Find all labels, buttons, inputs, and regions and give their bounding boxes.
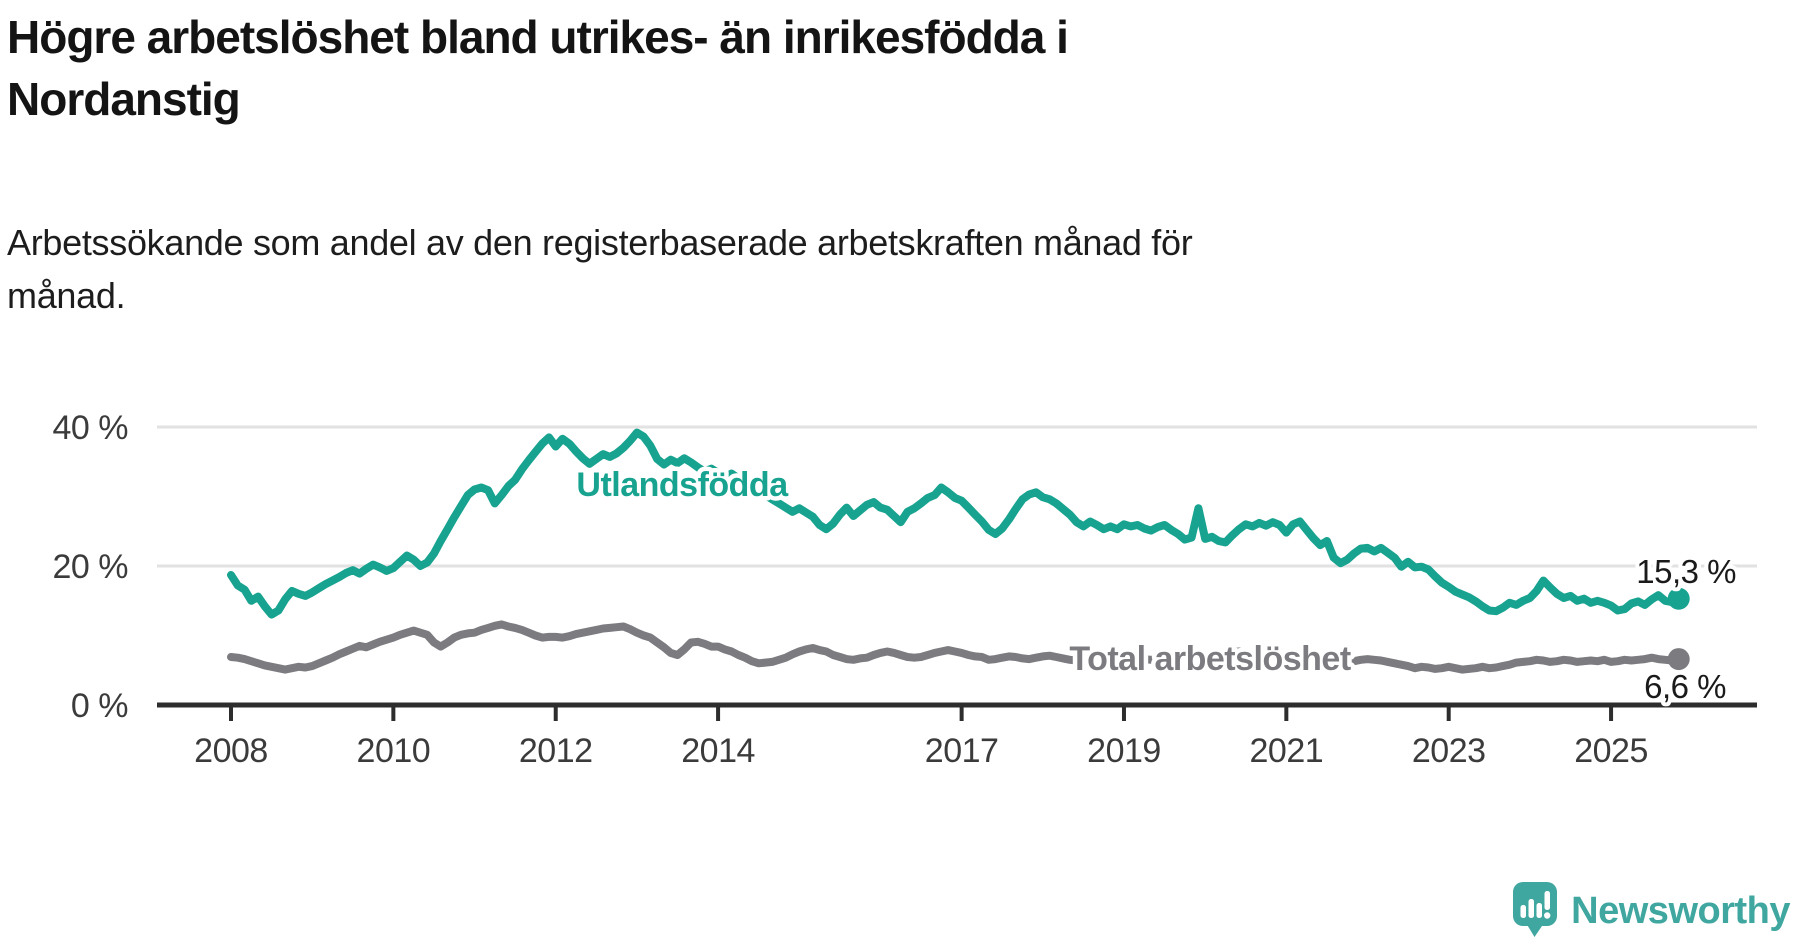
series-end-dot-utlandsfodda <box>1667 587 1690 610</box>
newsworthy-branding: Newsworthy <box>1512 882 1790 940</box>
x-tick-label: 2025 <box>1574 732 1648 770</box>
x-tick-label: 2008 <box>194 732 268 770</box>
page-title-line1: Högre arbetslöshet bland utrikes- än inr… <box>7 11 1069 63</box>
axis-layer: 0 % 20 % 40 % 2008 2010 2012 2014 2017 2019 2021 2… <box>53 409 1757 770</box>
x-tick-label: 2017 <box>925 732 999 770</box>
page-subtitle-line1: Arbetssökande som andel av den registerb… <box>7 222 1193 263</box>
y-tick-label: 40 % <box>53 409 129 447</box>
x-tick-label: 2014 <box>681 732 755 770</box>
end-value-utlandsfodda: 15,3 % <box>1636 553 1736 590</box>
newsworthy-logo-icon <box>1513 882 1558 937</box>
x-tick-label: 2019 <box>1087 732 1161 770</box>
y-tick-label: 20 % <box>53 548 129 586</box>
y-tick-label: 0 % <box>71 687 128 725</box>
x-tick-label: 2021 <box>1250 732 1324 770</box>
series-label-total-arbetsloshet: Total arbetslöshet <box>1069 640 1350 678</box>
x-tick-label: 2010 <box>357 732 431 770</box>
series-line-total-arbetsloshet <box>227 620 1683 674</box>
series-layer <box>227 428 1690 674</box>
series-label-utlandsfodda: Utlandsfödda <box>576 466 789 504</box>
page-subtitle: Arbetssökande som andel av den registerb… <box>7 216 1507 322</box>
page-title-line2: Nordanstig <box>7 73 241 125</box>
page-subtitle-line2: månad. <box>7 275 126 316</box>
x-tick-label: 2023 <box>1412 732 1486 770</box>
series-line-utlandsfodda <box>227 428 1683 619</box>
page-title: Högre arbetslöshet bland utrikes- än inr… <box>7 6 1407 130</box>
newsworthy-logo-text: Newsworthy <box>1571 889 1790 932</box>
x-tick-label: 2012 <box>519 732 593 770</box>
annotation-layer: Utlandsfödda Total arbetslöshet 15,3 % 6… <box>572 462 1741 710</box>
end-value-total-arbetsloshet: 6,6 % <box>1644 668 1726 705</box>
series-end-dot-total-arbetsloshet <box>1667 648 1690 671</box>
